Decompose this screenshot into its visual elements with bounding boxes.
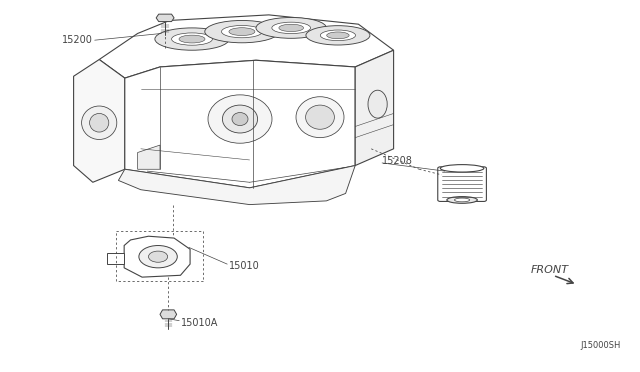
- Ellipse shape: [279, 24, 303, 32]
- Ellipse shape: [447, 196, 477, 203]
- Ellipse shape: [256, 17, 326, 38]
- Ellipse shape: [221, 25, 262, 38]
- Polygon shape: [74, 60, 125, 182]
- Ellipse shape: [296, 97, 344, 138]
- Ellipse shape: [90, 113, 109, 132]
- Ellipse shape: [155, 28, 229, 50]
- FancyBboxPatch shape: [438, 167, 486, 201]
- Ellipse shape: [229, 28, 255, 35]
- Ellipse shape: [306, 105, 334, 129]
- Polygon shape: [138, 145, 160, 169]
- Text: 15010: 15010: [229, 261, 260, 271]
- Polygon shape: [107, 253, 124, 264]
- Polygon shape: [355, 50, 394, 166]
- Ellipse shape: [232, 112, 248, 125]
- Ellipse shape: [139, 246, 177, 268]
- Ellipse shape: [205, 20, 279, 43]
- Text: 15010A: 15010A: [181, 318, 218, 328]
- Ellipse shape: [327, 32, 349, 39]
- Ellipse shape: [223, 105, 258, 133]
- Ellipse shape: [306, 26, 370, 45]
- Ellipse shape: [208, 95, 272, 143]
- Ellipse shape: [368, 90, 387, 118]
- Polygon shape: [160, 310, 177, 319]
- Text: J15000SH: J15000SH: [580, 341, 621, 350]
- Polygon shape: [118, 166, 355, 205]
- Polygon shape: [156, 14, 174, 22]
- Polygon shape: [99, 15, 394, 78]
- Ellipse shape: [272, 22, 310, 33]
- Text: FRONT: FRONT: [531, 265, 569, 275]
- Text: 15200: 15200: [62, 35, 93, 45]
- Ellipse shape: [148, 251, 168, 262]
- Ellipse shape: [321, 30, 356, 41]
- Polygon shape: [124, 236, 190, 277]
- Ellipse shape: [179, 35, 205, 43]
- Polygon shape: [125, 60, 355, 188]
- Ellipse shape: [440, 164, 484, 172]
- Ellipse shape: [172, 33, 212, 45]
- Ellipse shape: [82, 106, 117, 140]
- Text: 15208: 15208: [382, 156, 413, 166]
- Ellipse shape: [454, 198, 470, 202]
